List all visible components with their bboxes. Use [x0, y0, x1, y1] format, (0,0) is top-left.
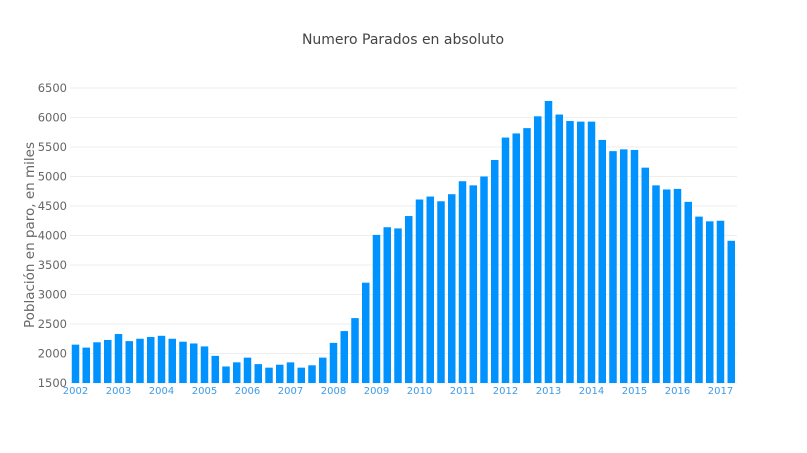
x-tick-label: 2014	[579, 386, 604, 397]
bar	[405, 216, 413, 383]
bar	[480, 176, 488, 383]
bar	[179, 341, 187, 383]
bar	[555, 114, 563, 384]
y-tick-label: 6500	[38, 81, 67, 95]
y-tick-label: 1500	[38, 376, 67, 390]
x-tick-label: 2010	[407, 386, 432, 397]
bar	[157, 335, 166, 383]
bar	[222, 366, 230, 383]
x-tick-label: 2007	[278, 386, 303, 397]
bar	[168, 338, 176, 383]
bars	[71, 100, 735, 384]
bar	[512, 133, 520, 383]
bar	[190, 343, 198, 383]
bar	[200, 346, 209, 383]
bar	[362, 282, 370, 383]
bar	[308, 365, 316, 383]
bar	[598, 139, 606, 383]
bar	[233, 362, 241, 383]
x-tick-label: 2003	[106, 386, 131, 397]
y-tick-label: 5500	[38, 140, 67, 154]
x-tick-label: 2009	[364, 386, 389, 397]
bar	[706, 221, 714, 383]
bar	[265, 367, 273, 383]
bar	[544, 100, 553, 383]
y-axis-ticks: 1500 2000 2500 3000 3500 4000 4500 5000 5500 6000…	[38, 81, 67, 390]
chart-title: Numero Parados en absoluto	[302, 32, 504, 48]
bar	[523, 128, 531, 383]
x-tick-label: 2012	[493, 386, 518, 397]
bar	[372, 234, 381, 383]
y-tick-label: 4500	[38, 199, 67, 213]
bar	[566, 121, 574, 383]
x-tick-label: 2006	[235, 386, 260, 397]
bar	[727, 240, 735, 383]
bar	[114, 334, 123, 383]
x-tick-label: 2002	[63, 386, 88, 397]
y-tick-label: 2000	[38, 347, 67, 361]
bar	[319, 357, 327, 383]
bar	[340, 331, 348, 383]
bar	[93, 342, 101, 383]
bar	[673, 188, 682, 383]
x-tick-label: 2004	[149, 386, 174, 397]
bar	[82, 347, 90, 383]
bar	[394, 228, 402, 383]
y-tick-label: 2500	[38, 317, 67, 331]
bar	[641, 167, 649, 383]
y-tick-label: 6000	[38, 111, 67, 125]
bar	[243, 357, 252, 383]
x-tick-label: 2005	[192, 386, 217, 397]
bar	[716, 220, 725, 383]
bar	[286, 362, 295, 383]
bar	[630, 149, 639, 383]
bar	[136, 338, 144, 383]
y-tick-label: 3500	[38, 258, 67, 272]
bar	[104, 339, 112, 383]
bar	[71, 344, 80, 383]
bar	[383, 227, 391, 383]
x-tick-label: 2008	[321, 386, 346, 397]
bar	[577, 121, 585, 383]
x-tick-label: 2011	[450, 386, 475, 397]
x-tick-label: 2016	[665, 386, 690, 397]
x-axis-ticks: 2002 2003 2004 2005 2006 2007 2008 2009 2010 2011…	[63, 386, 733, 397]
bar	[620, 149, 628, 383]
bar	[329, 342, 338, 383]
bar	[469, 185, 477, 383]
bar	[491, 159, 499, 383]
bar	[663, 189, 671, 383]
y-tick-label: 4000	[38, 229, 67, 243]
bar	[276, 364, 284, 383]
bar	[211, 355, 219, 383]
bar	[437, 201, 445, 383]
bar	[147, 336, 155, 383]
bar	[587, 121, 596, 383]
bar	[125, 341, 133, 383]
y-tick-label: 5000	[38, 170, 67, 184]
x-tick-label: 2017	[708, 386, 733, 397]
bar	[426, 196, 434, 383]
bar	[652, 185, 660, 383]
x-tick-label: 2013	[536, 386, 561, 397]
bar	[415, 199, 424, 383]
bar	[448, 194, 456, 383]
y-tick-label: 3000	[38, 288, 67, 302]
bar	[684, 201, 692, 383]
bar	[254, 364, 262, 383]
x-tick-label: 2015	[622, 386, 647, 397]
bar	[501, 137, 510, 383]
bar	[351, 318, 359, 383]
bar	[297, 367, 305, 383]
bar	[534, 116, 542, 383]
bar	[609, 151, 617, 383]
bar	[458, 181, 467, 383]
bar	[695, 216, 703, 383]
y-axis-label: Población en paro, en miles	[22, 142, 38, 328]
